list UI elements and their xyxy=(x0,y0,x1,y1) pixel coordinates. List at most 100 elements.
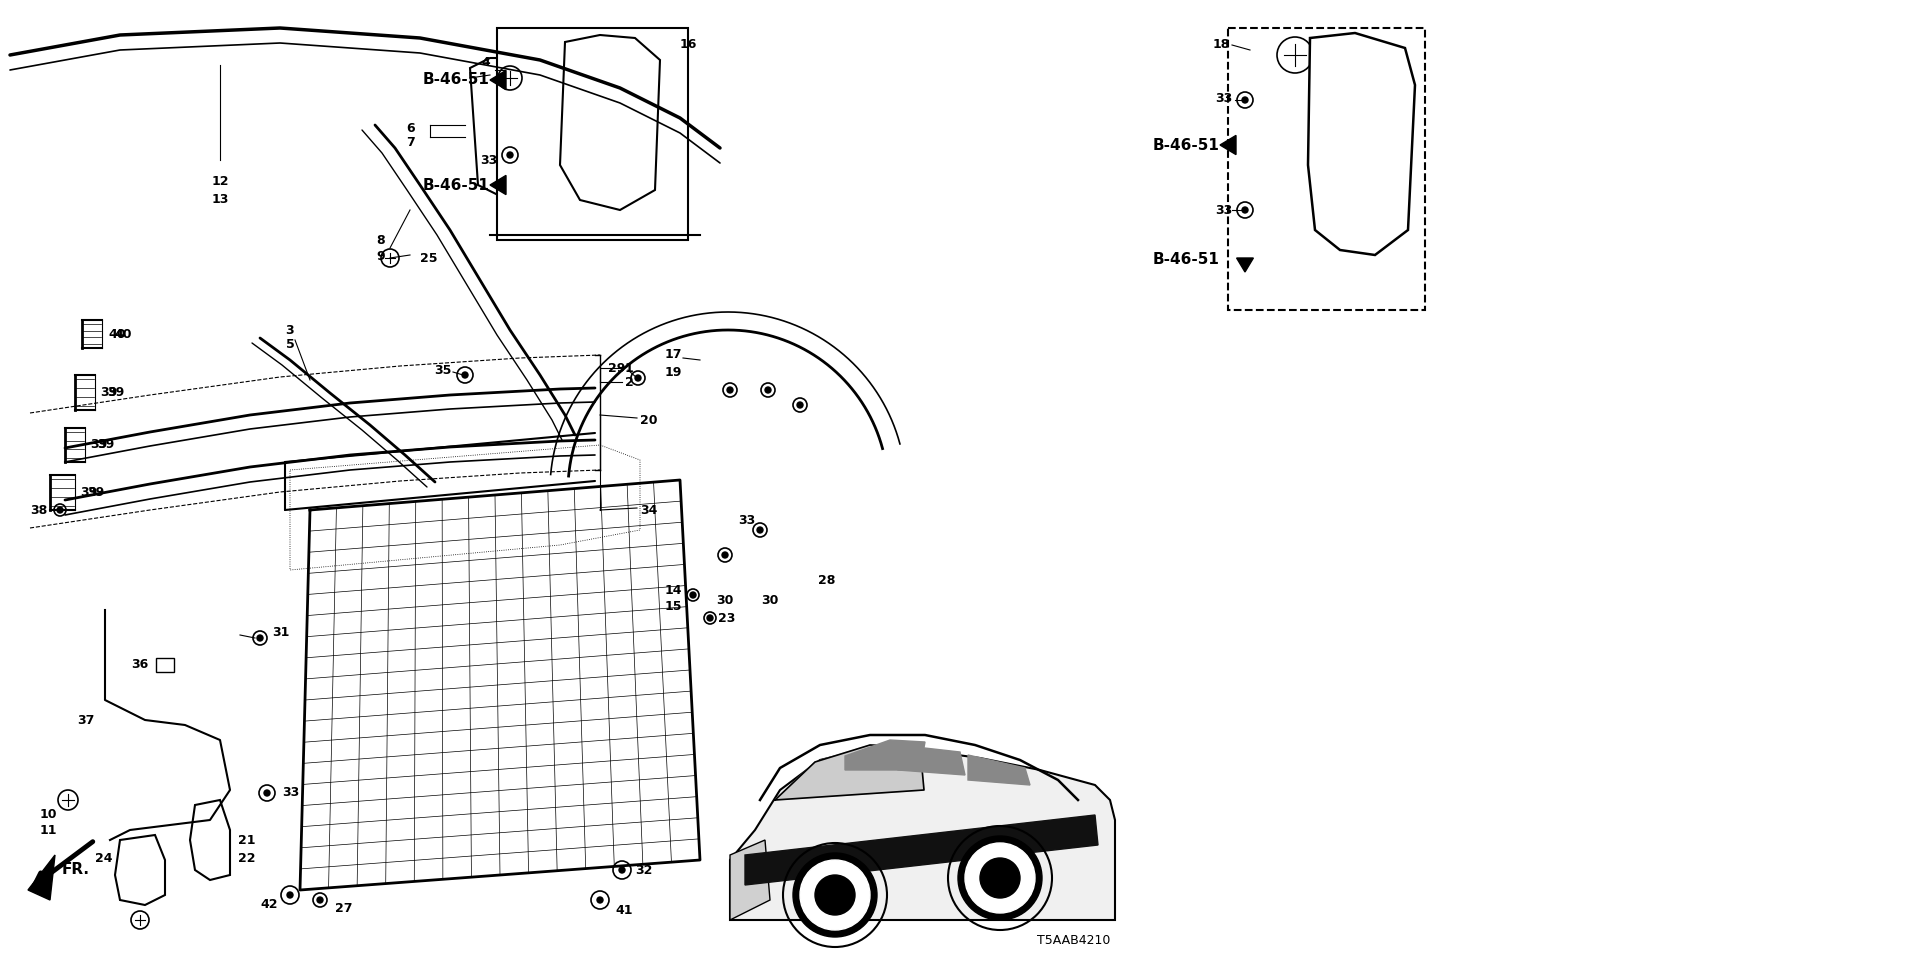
Text: 7: 7 xyxy=(407,135,415,149)
Circle shape xyxy=(636,375,641,381)
Polygon shape xyxy=(1219,135,1236,155)
Text: 33: 33 xyxy=(480,154,497,166)
Text: 31: 31 xyxy=(273,627,290,639)
Text: 33: 33 xyxy=(737,514,755,526)
Text: 33: 33 xyxy=(1215,204,1233,217)
Text: 39: 39 xyxy=(90,439,108,451)
Circle shape xyxy=(722,552,728,558)
Text: 24: 24 xyxy=(94,852,111,865)
Text: FR.: FR. xyxy=(61,862,90,877)
Circle shape xyxy=(1242,207,1248,213)
Text: 38: 38 xyxy=(29,503,46,516)
Circle shape xyxy=(814,875,854,915)
Text: 10: 10 xyxy=(40,808,58,822)
Circle shape xyxy=(801,860,870,930)
Circle shape xyxy=(966,843,1035,913)
Polygon shape xyxy=(561,35,660,210)
Text: 40: 40 xyxy=(108,327,125,341)
Circle shape xyxy=(707,615,712,621)
Text: 41: 41 xyxy=(614,903,632,917)
Text: 28: 28 xyxy=(818,573,835,587)
Text: 39: 39 xyxy=(86,486,104,498)
Circle shape xyxy=(756,527,762,533)
Text: 16: 16 xyxy=(680,38,697,52)
Polygon shape xyxy=(29,855,56,900)
Text: 39: 39 xyxy=(98,439,115,451)
Circle shape xyxy=(797,402,803,408)
Circle shape xyxy=(597,897,603,903)
Text: 20: 20 xyxy=(639,414,657,426)
Polygon shape xyxy=(968,755,1029,785)
Text: 30: 30 xyxy=(762,593,780,607)
Bar xyxy=(497,63,513,77)
Polygon shape xyxy=(490,176,507,195)
Text: 29: 29 xyxy=(607,362,626,374)
Text: 27: 27 xyxy=(334,901,353,915)
Bar xyxy=(497,28,687,240)
Text: 39: 39 xyxy=(81,486,98,498)
Text: 2: 2 xyxy=(626,375,634,389)
Circle shape xyxy=(257,635,263,641)
Text: 22: 22 xyxy=(238,852,255,865)
Circle shape xyxy=(265,790,271,796)
Text: B-46-51: B-46-51 xyxy=(422,73,490,87)
Text: 4: 4 xyxy=(482,57,490,69)
Polygon shape xyxy=(190,800,230,880)
Circle shape xyxy=(979,858,1020,898)
Text: 23: 23 xyxy=(718,612,735,625)
Circle shape xyxy=(317,897,323,903)
Circle shape xyxy=(463,372,468,378)
Text: 39: 39 xyxy=(108,386,125,398)
Bar xyxy=(156,658,175,672)
Polygon shape xyxy=(115,835,165,905)
Circle shape xyxy=(618,867,626,873)
Bar xyxy=(1229,28,1425,310)
Polygon shape xyxy=(845,740,925,770)
Text: 33: 33 xyxy=(1215,91,1233,105)
Text: B-46-51: B-46-51 xyxy=(1154,252,1219,268)
Polygon shape xyxy=(1308,33,1415,255)
Text: 17: 17 xyxy=(664,348,682,362)
Text: 18: 18 xyxy=(1213,38,1231,52)
Text: B-46-51: B-46-51 xyxy=(422,178,490,193)
Text: T5AAB4210: T5AAB4210 xyxy=(1037,933,1110,947)
Circle shape xyxy=(793,853,877,937)
Polygon shape xyxy=(776,745,924,800)
Text: 15: 15 xyxy=(664,601,682,613)
Polygon shape xyxy=(745,815,1098,885)
Polygon shape xyxy=(470,58,545,200)
Text: B-46-51: B-46-51 xyxy=(1154,137,1219,153)
Polygon shape xyxy=(730,748,1116,920)
Circle shape xyxy=(728,387,733,393)
Circle shape xyxy=(507,152,513,158)
Text: 30: 30 xyxy=(716,593,733,607)
Text: 9: 9 xyxy=(376,251,386,263)
Text: 32: 32 xyxy=(636,863,653,876)
Polygon shape xyxy=(899,745,966,775)
Text: 34: 34 xyxy=(639,503,657,516)
Circle shape xyxy=(1242,97,1248,103)
Text: 11: 11 xyxy=(40,824,58,836)
Polygon shape xyxy=(1236,258,1254,272)
Text: 35: 35 xyxy=(434,364,451,376)
Circle shape xyxy=(958,836,1043,920)
Text: 42: 42 xyxy=(261,899,278,911)
Text: 19: 19 xyxy=(664,366,682,378)
Text: 1: 1 xyxy=(626,362,634,374)
Text: 21: 21 xyxy=(238,833,255,847)
Text: 40: 40 xyxy=(113,327,131,341)
Circle shape xyxy=(58,507,63,513)
Text: 37: 37 xyxy=(77,713,94,727)
Text: 12: 12 xyxy=(211,175,228,188)
Circle shape xyxy=(286,892,294,898)
Text: 3: 3 xyxy=(286,324,294,337)
Text: 36: 36 xyxy=(131,659,148,671)
Text: 8: 8 xyxy=(376,233,386,247)
Circle shape xyxy=(764,387,772,393)
Text: 5: 5 xyxy=(286,339,294,351)
Text: 14: 14 xyxy=(664,584,682,596)
Text: 6: 6 xyxy=(407,122,415,134)
Text: 13: 13 xyxy=(211,193,228,206)
Text: 33: 33 xyxy=(282,786,300,800)
Circle shape xyxy=(689,592,695,598)
